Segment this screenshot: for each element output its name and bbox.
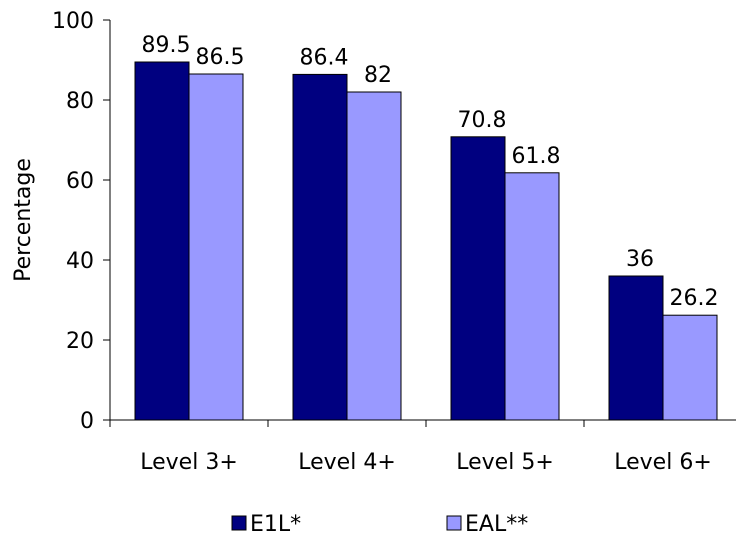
bar-eal xyxy=(346,91,402,421)
data-label: 70.8 xyxy=(458,108,507,133)
data-label: 26.2 xyxy=(670,286,719,311)
legend-label: EAL** xyxy=(465,512,528,537)
x-tick-label: Level 6+ xyxy=(614,450,712,475)
y-tick-label: 40 xyxy=(66,249,94,274)
legend-swatch xyxy=(446,515,462,531)
y-tick-label: 0 xyxy=(80,409,94,434)
y-tick-label: 60 xyxy=(66,169,94,194)
bar-e1l xyxy=(134,61,190,421)
data-label: 36 xyxy=(626,247,654,272)
data-label: 86.5 xyxy=(196,45,245,70)
data-label: 89.5 xyxy=(142,33,191,58)
data-labels: 89.5 86.4 70.8 36 86.5 82 61.8 26.2 xyxy=(142,33,719,311)
x-tick-label: Level 3+ xyxy=(140,450,238,475)
x-tick-label: Level 5+ xyxy=(456,450,554,475)
legend: E1L* EAL** xyxy=(231,512,528,537)
legend-swatch xyxy=(231,515,247,531)
bar-e1l xyxy=(292,73,348,421)
bar-eal xyxy=(504,172,560,421)
x-axis: Level 3+ Level 4+ Level 5+ Level 6+ xyxy=(109,419,736,475)
bar-eal xyxy=(662,314,718,421)
bar-eal xyxy=(188,73,244,421)
x-tick-label: Level 4+ xyxy=(298,450,396,475)
y-axis-title: Percentage xyxy=(11,158,36,282)
y-tick-label: 80 xyxy=(66,89,94,114)
legend-label: E1L* xyxy=(250,512,301,537)
data-label: 86.4 xyxy=(300,45,349,70)
data-label: 61.8 xyxy=(512,144,561,169)
bar-e1l xyxy=(450,136,506,421)
y-tick-label: 100 xyxy=(52,9,94,34)
bar-e1l xyxy=(608,275,664,421)
data-label: 82 xyxy=(364,63,392,88)
y-axis: 0 20 40 60 80 100 xyxy=(52,9,111,434)
y-tick-label: 20 xyxy=(66,329,94,354)
bars xyxy=(134,61,718,421)
